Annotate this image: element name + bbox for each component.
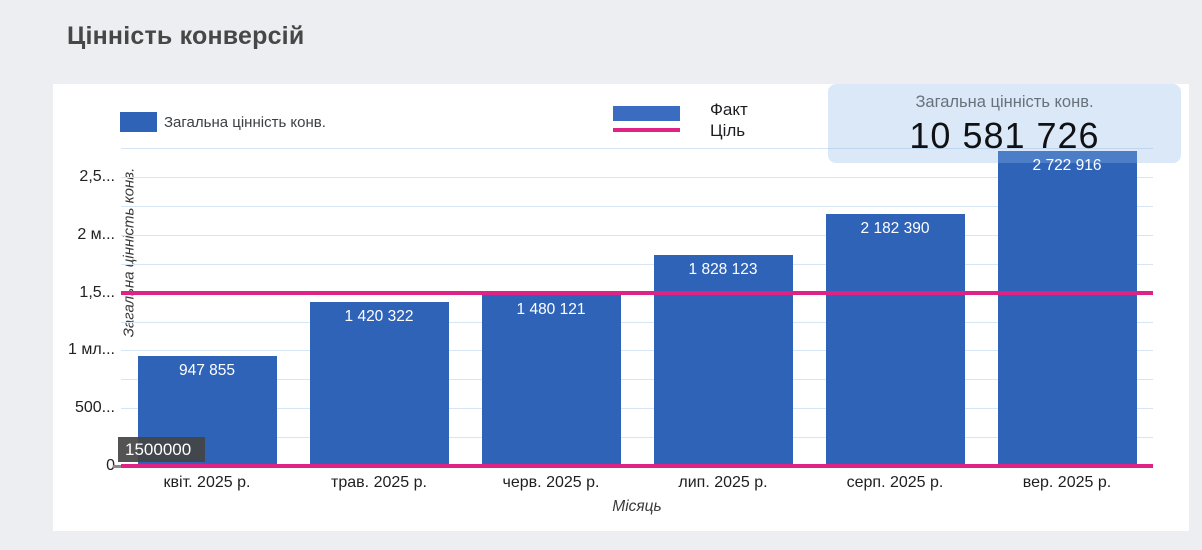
bar-value-label: 2 722 916 xyxy=(1032,157,1102,175)
gridline xyxy=(121,263,1153,265)
gridline xyxy=(121,148,1153,150)
gridline xyxy=(121,350,1153,352)
y-axis-tick-label: 1,5... xyxy=(79,283,115,301)
bar-chart-plot-area: 0 500... 1 мл... 1,5... 2 м... 2,5... 947 855 1… xyxy=(68,140,1153,491)
fact-bar-swatch-icon xyxy=(613,106,680,121)
tooltip-value: 1500000 xyxy=(125,439,192,459)
goal-line-swatch-icon xyxy=(613,128,680,132)
bar-value-label: 1 420 322 xyxy=(344,307,414,325)
gridline xyxy=(121,408,1153,410)
y-axis-tick-label: 1 мл... xyxy=(67,341,115,359)
bar-value-label: 2 182 390 xyxy=(860,219,930,237)
scorecard-total-conversion-value: Загальна цінність конв. 10 581 726 xyxy=(828,84,1181,163)
bar-трав. 2025 р.[interactable] xyxy=(309,301,449,466)
gridline xyxy=(121,234,1153,236)
bar-серп. 2025 р.[interactable] xyxy=(825,213,965,466)
x-axis-tick-label: вер. 2025 р. xyxy=(1022,474,1112,491)
x-axis-title: Місяць xyxy=(612,498,662,515)
series-color-swatch xyxy=(120,112,157,132)
bar-вер. 2025 р.[interactable] xyxy=(997,151,1137,466)
scorecard-value: 10 581 726 xyxy=(909,114,1100,156)
y-axis-tick-label: 2 м... xyxy=(77,225,115,243)
y-axis-tick-label: 0 xyxy=(106,457,115,474)
page-title: Цінність конверсій xyxy=(67,22,305,50)
gridline xyxy=(121,205,1153,207)
y-axis-tick-label: 500... xyxy=(74,399,115,417)
gridline xyxy=(121,321,1153,323)
gridline xyxy=(121,177,1153,178)
x-axis-tick-label: трав. 2025 р. xyxy=(331,474,427,491)
bar-value-label: 1 828 123 xyxy=(688,260,758,278)
target-line-tooltip: 1500000 xyxy=(118,437,205,462)
bar-лип. 2025 р.[interactable] xyxy=(653,254,793,466)
bar-черв. 2025 р.[interactable] xyxy=(481,294,621,466)
gridline xyxy=(121,379,1153,381)
gridline xyxy=(121,437,1153,439)
series-legend-label: Загальна цінність конв. xyxy=(164,113,326,131)
chart-card: Загальна цінність конв. Факт Ціль Загаль… xyxy=(53,84,1189,531)
legend-fact-label: Факт xyxy=(710,100,748,119)
x-axis-tick-label: черв. 2025 р. xyxy=(502,474,600,491)
bar-value-label: 947 855 xyxy=(178,362,236,380)
legend-series[interactable]: Загальна цінність конв. xyxy=(120,112,326,132)
bar-value-label: 1 480 121 xyxy=(516,300,586,318)
x-axis-tick-label: квіт. 2025 р. xyxy=(163,474,251,491)
zero-axis-tick xyxy=(113,465,121,468)
legend-goal-label: Ціль xyxy=(710,121,746,140)
scorecard-label: Загальна цінність конв. xyxy=(915,92,1094,111)
y-axis-tick-label: 2,5... xyxy=(79,168,115,185)
goal-line-0[interactable] xyxy=(121,464,1153,468)
x-axis-tick-label: лип. 2025 р. xyxy=(678,474,768,491)
goal-line-1500000[interactable] xyxy=(121,290,1153,295)
x-axis-tick-label: серп. 2025 р. xyxy=(846,474,944,491)
